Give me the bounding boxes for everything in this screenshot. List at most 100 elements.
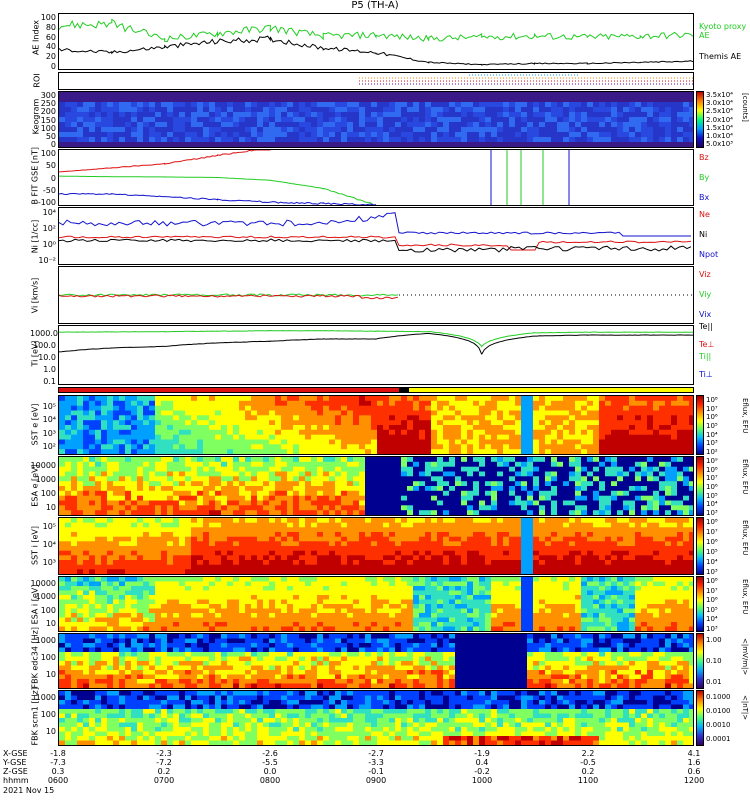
keogram-pixel (431, 112, 437, 117)
spectrogram-cell (497, 500, 503, 506)
keogram-pixel (473, 127, 479, 132)
spectrogram-cell (443, 486, 449, 492)
spectrogram-cell (587, 396, 593, 402)
spectrogram-cell (347, 510, 353, 515)
spectrogram-cell (563, 476, 569, 482)
spectrogram-cell (203, 434, 209, 440)
keogram-pixel (293, 137, 299, 142)
spectrogram-cell (197, 532, 203, 538)
spectrogram-cell (629, 486, 635, 492)
spectrogram-cell (203, 518, 209, 524)
keogram-pixel (233, 92, 239, 97)
spectrogram-cell (119, 461, 125, 468)
keogram-pixel (209, 117, 215, 122)
spectrogram-cell (455, 466, 461, 472)
spectrogram-cell (605, 449, 611, 454)
spectrogram-cell (491, 486, 497, 492)
keogram-pixel (527, 102, 533, 107)
keogram-pixel (455, 122, 461, 127)
spectrogram-cell (65, 457, 71, 463)
spectrogram-cell (497, 420, 503, 426)
spectrogram-cell (449, 476, 455, 482)
spectrogram-cell (89, 405, 95, 411)
spectrogram-cell (239, 461, 245, 468)
spectrogram-cell (341, 415, 347, 421)
keogram-pixel (539, 107, 545, 112)
spectrogram-cell (239, 415, 245, 421)
spectrogram-cell (101, 444, 107, 450)
spectrogram-cell (341, 439, 347, 445)
spectrogram-cell (65, 536, 71, 542)
spectrogram-cell (335, 505, 341, 511)
keogram-pixel (665, 127, 671, 132)
keogram-pixel (143, 102, 149, 107)
spectrogram-cell (683, 466, 689, 472)
spectrogram-cell (101, 546, 107, 552)
spectrogram-cell (419, 439, 425, 445)
temperature-ytick: 10.0 (38, 353, 56, 362)
spectrogram-cell (677, 434, 683, 440)
spectrogram-cell (467, 425, 473, 431)
spectrogram-cell (191, 410, 197, 416)
spectrogram-cell (293, 564, 299, 570)
keogram-pixel (683, 117, 689, 122)
legend-ti-perp: Ti⊥ (699, 370, 713, 379)
spectrogram-cell (419, 420, 425, 426)
spectrogram-cell (299, 410, 305, 416)
keogram-pixel (89, 107, 95, 112)
spectrogram-cell (623, 505, 629, 511)
spectrogram-cell (659, 466, 665, 472)
spectrogram-cell (635, 429, 641, 436)
spectrogram-cell (299, 555, 305, 561)
spectrogram-cell (209, 569, 215, 574)
keogram-pixel (269, 107, 275, 112)
keogram-pixel (353, 127, 359, 132)
spectrogram-cell (233, 490, 239, 497)
keogram-pixel (653, 117, 659, 122)
spectrogram-cell (287, 490, 293, 497)
keogram-pixel (425, 97, 431, 102)
keogram-pixel (329, 132, 335, 137)
spectrogram-cell (341, 536, 347, 542)
spectrogram-cell (431, 466, 437, 472)
spectrogram-cell (569, 420, 575, 426)
spectrogram-cell (323, 569, 329, 574)
spectrogram-cell (407, 405, 413, 411)
spectrogram-cell (107, 444, 113, 450)
spectrogram-cell (131, 434, 137, 440)
spectrogram-cell (503, 518, 509, 524)
spectrogram-cell (425, 466, 431, 472)
spectrogram-cell (347, 505, 353, 511)
spectrogram-cell (401, 510, 407, 515)
spectrogram-cell (545, 546, 551, 552)
spectrogram-cell (185, 490, 191, 497)
spectrogram-cell (167, 550, 173, 556)
spectrogram-cell (95, 396, 101, 402)
spectrogram-cell (533, 486, 539, 492)
spectrogram-cell (467, 518, 473, 524)
spectrogram-cell (71, 425, 77, 431)
spectrogram-cell (521, 522, 527, 528)
keogram-pixel (221, 117, 227, 122)
spectrogram-cell (371, 425, 377, 431)
spectrogram-cell (215, 476, 221, 482)
spectrogram-cell (485, 444, 491, 450)
spectrogram-cell (251, 471, 257, 477)
spectrogram-cell (395, 405, 401, 411)
spectrogram-cell (371, 457, 377, 463)
spectrogram-cell (437, 495, 443, 501)
spectrogram-cell (683, 425, 689, 431)
spectrogram-cell (65, 444, 71, 450)
spectrogram-cell (317, 505, 323, 511)
spectrogram-cell (65, 527, 71, 533)
spectrogram-cell (143, 510, 149, 515)
spectrogram-cell (515, 420, 521, 426)
spectrogram-cell (221, 564, 227, 570)
keogram-pixel (575, 102, 581, 107)
spectrogram-cell (629, 536, 635, 542)
keogram-pixel (359, 107, 365, 112)
spectrogram-cell (449, 518, 455, 524)
keogram-pixel (605, 102, 611, 107)
spectrogram-cell (653, 420, 659, 426)
spectrogram-cell (635, 400, 641, 407)
